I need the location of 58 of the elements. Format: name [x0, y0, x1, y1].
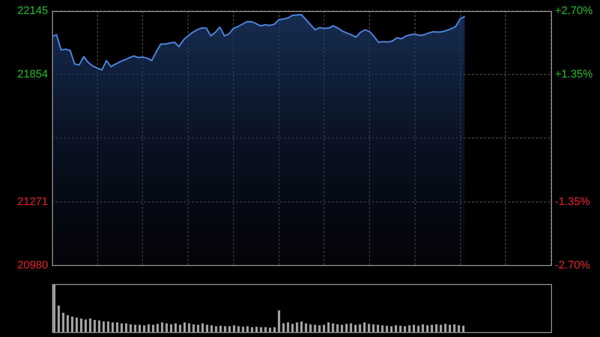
bar — [116, 322, 118, 332]
y2-tick-label: +1.35% — [555, 68, 593, 81]
bar — [250, 327, 254, 332]
bar — [152, 324, 154, 332]
y2-tick-label: -1.35% — [555, 196, 590, 208]
y-tick-label: 21271 — [17, 196, 48, 208]
bar — [130, 324, 132, 332]
bar — [228, 326, 231, 332]
y-tick-label: 22145 — [17, 5, 48, 18]
bar — [53, 284, 56, 332]
bar — [89, 318, 92, 332]
bar — [174, 323, 177, 332]
bar — [107, 321, 110, 332]
bar — [98, 320, 100, 332]
bar — [440, 324, 442, 332]
bar — [102, 321, 105, 332]
bar — [120, 323, 123, 332]
bar — [143, 325, 146, 332]
bar — [246, 326, 249, 332]
bar — [268, 328, 272, 332]
y-tick-label: 21854 — [17, 68, 48, 81]
bar — [161, 322, 164, 332]
bar — [138, 324, 141, 332]
y2-tick-label: +2.70% — [555, 5, 593, 18]
bar — [224, 326, 226, 332]
bar — [112, 322, 114, 332]
bar — [435, 324, 438, 332]
bar — [430, 324, 433, 332]
bar — [94, 320, 96, 332]
bar — [390, 326, 393, 332]
y2-tick-label: -2.70% — [555, 259, 590, 272]
bar — [237, 326, 240, 332]
bar — [260, 327, 262, 332]
bar — [273, 327, 276, 332]
bar — [458, 325, 460, 332]
bar — [264, 327, 267, 332]
bar — [71, 316, 74, 332]
bar — [242, 326, 244, 332]
y-tick-label: 20980 — [17, 259, 48, 272]
bar — [66, 315, 69, 332]
bar — [448, 324, 451, 332]
bar — [156, 324, 159, 332]
bar — [214, 326, 218, 332]
bar — [58, 306, 60, 332]
bar — [166, 323, 168, 332]
bar — [134, 324, 136, 332]
bar — [444, 324, 446, 332]
bar — [62, 312, 64, 332]
bar — [170, 324, 172, 332]
bar — [76, 318, 78, 332]
bar — [125, 323, 128, 332]
bar — [453, 324, 456, 332]
bar — [148, 324, 150, 332]
bar — [404, 326, 406, 332]
bar — [462, 326, 464, 332]
bar — [255, 326, 258, 332]
bar — [84, 320, 87, 332]
bar — [80, 318, 82, 332]
